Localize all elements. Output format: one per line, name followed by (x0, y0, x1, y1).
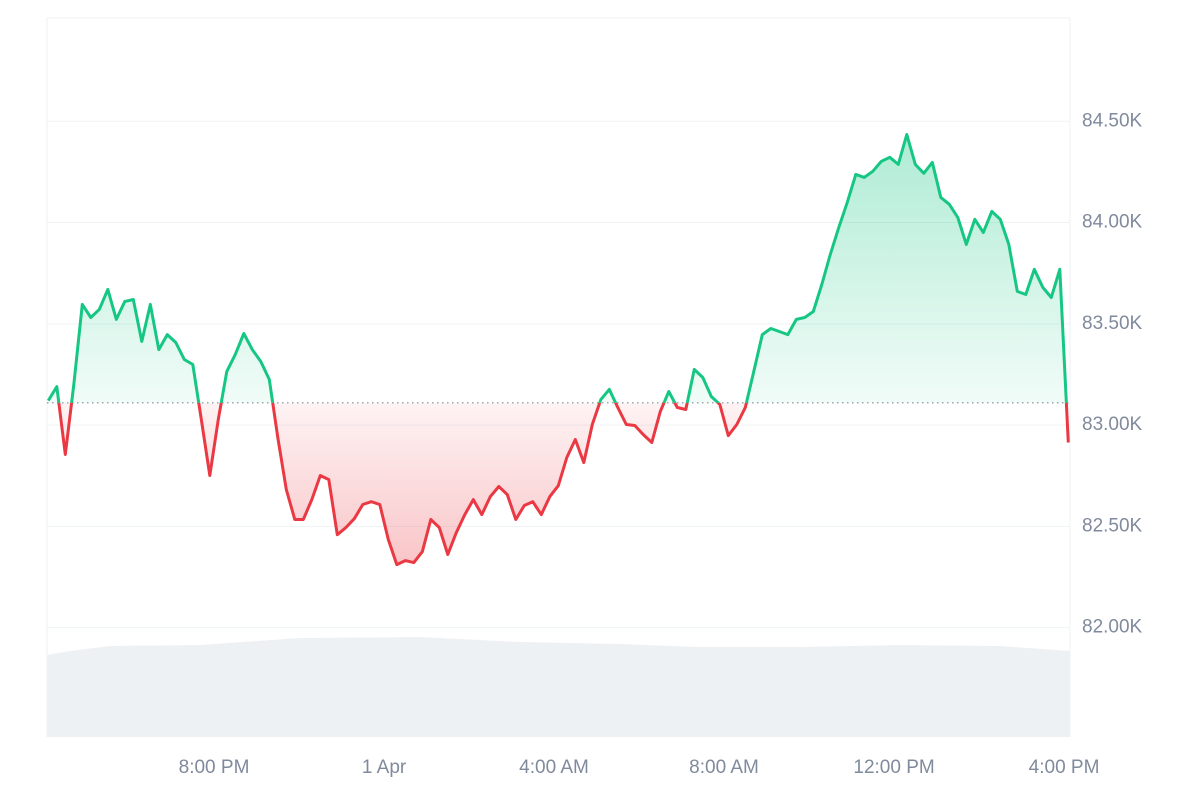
price-line-down (57, 402, 1070, 567)
y-tick-label: 84.50K (1082, 110, 1143, 131)
x-tick-label: 4:00 PM (1029, 757, 1100, 778)
volume-area (47, 637, 1070, 737)
x-tick-label: 8:00 PM (179, 757, 250, 778)
x-tick-label: 4:00 AM (519, 757, 589, 778)
x-tick-label: 1 Apr (362, 757, 407, 778)
x-tick-label: 8:00 AM (689, 757, 759, 778)
y-tick-label: 82.00K (1082, 617, 1143, 638)
y-tick-label: 82.50K (1082, 515, 1143, 536)
y-tick-label: 83.00K (1082, 414, 1143, 435)
price-line-up (47, 133, 1068, 403)
x-tick-label: 12:00 PM (853, 757, 934, 778)
y-tick-label: 84.00K (1082, 212, 1143, 233)
area-up (48, 134, 1067, 403)
y-tick-label: 83.50K (1082, 313, 1143, 334)
